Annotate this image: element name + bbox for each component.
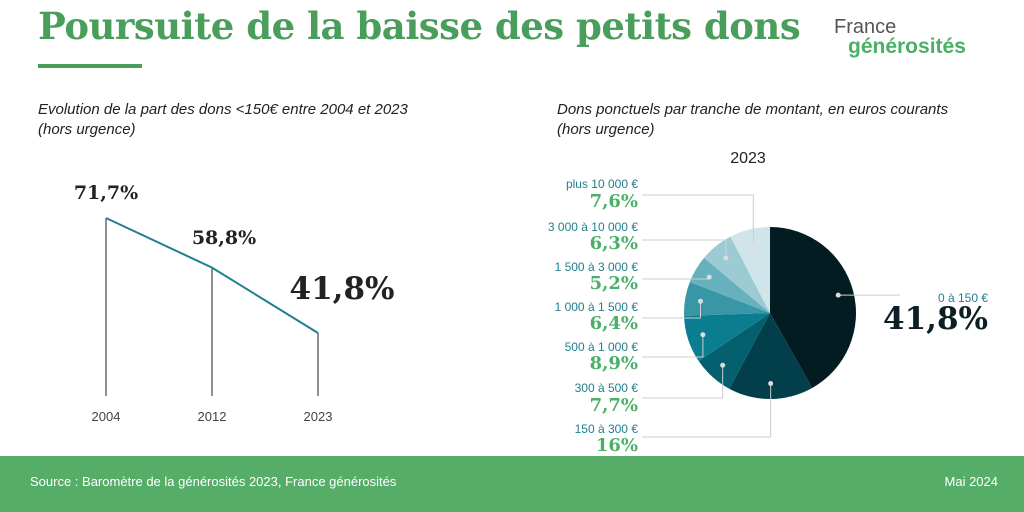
data-label: 41,8% xyxy=(290,271,395,307)
france-generosites-logo: France générosités xyxy=(834,16,966,58)
slice-label: plus 10 000 € xyxy=(566,177,638,191)
slice-value: 41,8% xyxy=(883,301,988,337)
pie-slice xyxy=(684,313,770,362)
leader-line xyxy=(642,334,704,358)
page-title: Poursuite de la baisse des petits dons xyxy=(38,4,801,48)
leader-dot xyxy=(835,292,841,298)
slice-label: 500 à 1 000 € xyxy=(565,340,639,354)
leader-line xyxy=(642,365,724,399)
leader-line xyxy=(642,239,727,258)
footer: Source : Baromètre de la générosités 202… xyxy=(0,456,1024,512)
date-text: Mai 2024 xyxy=(944,474,998,489)
slice-label: 150 à 300 € xyxy=(575,422,639,436)
data-label: 58,8% xyxy=(192,227,256,249)
slice-value: 7,6% xyxy=(590,191,638,212)
leader-dot xyxy=(750,241,756,247)
leader-line xyxy=(642,301,701,319)
x-tick-label: 2023 xyxy=(304,409,333,424)
pie-chart-subtitle: Dons ponctuels par tranche de montant, e… xyxy=(557,101,949,138)
slice-label: 1 000 à 1 500 € xyxy=(555,300,639,314)
leader-dot xyxy=(768,381,774,387)
pie-slice xyxy=(684,281,770,316)
x-tick-label: 2004 xyxy=(92,409,121,424)
series-line xyxy=(105,217,319,334)
slice-value: 7,7% xyxy=(590,395,638,416)
pie-slice xyxy=(730,227,770,313)
slice-label: 3 000 à 10 000 € xyxy=(548,220,638,234)
leader-dot xyxy=(723,255,729,261)
x-tick-label: 2012 xyxy=(198,409,227,424)
slice-label: 1 500 à 3 000 € xyxy=(555,260,639,274)
pie-title: 2023 xyxy=(730,150,766,167)
line-chart-subtitle: Evolution de la part des dons <150€ entr… xyxy=(38,101,408,138)
data-label: 71,7% xyxy=(74,182,138,204)
slice-value: 5,2% xyxy=(590,273,638,294)
slice-label: 300 à 500 € xyxy=(575,381,639,395)
pie-slice xyxy=(689,257,770,313)
pie-slice xyxy=(698,313,770,389)
slice-value: 6,3% xyxy=(590,233,638,254)
leader-dot xyxy=(720,362,726,368)
pie-slice xyxy=(729,313,813,399)
leader-dot xyxy=(700,332,706,338)
slice-value: 6,4% xyxy=(590,313,638,334)
leader-dot xyxy=(697,298,703,304)
leader-line xyxy=(642,194,754,245)
slice-value: 16% xyxy=(596,435,638,456)
slice-value: 8,9% xyxy=(590,353,638,374)
pie-slice xyxy=(770,226,857,388)
title-underline xyxy=(38,64,142,68)
source-text: Source : Baromètre de la générosités 202… xyxy=(30,474,397,489)
slice-label: 0 à 150 € xyxy=(938,291,988,305)
pie-slice xyxy=(704,236,770,313)
leader-line xyxy=(642,383,772,438)
leader-dot xyxy=(706,274,712,280)
